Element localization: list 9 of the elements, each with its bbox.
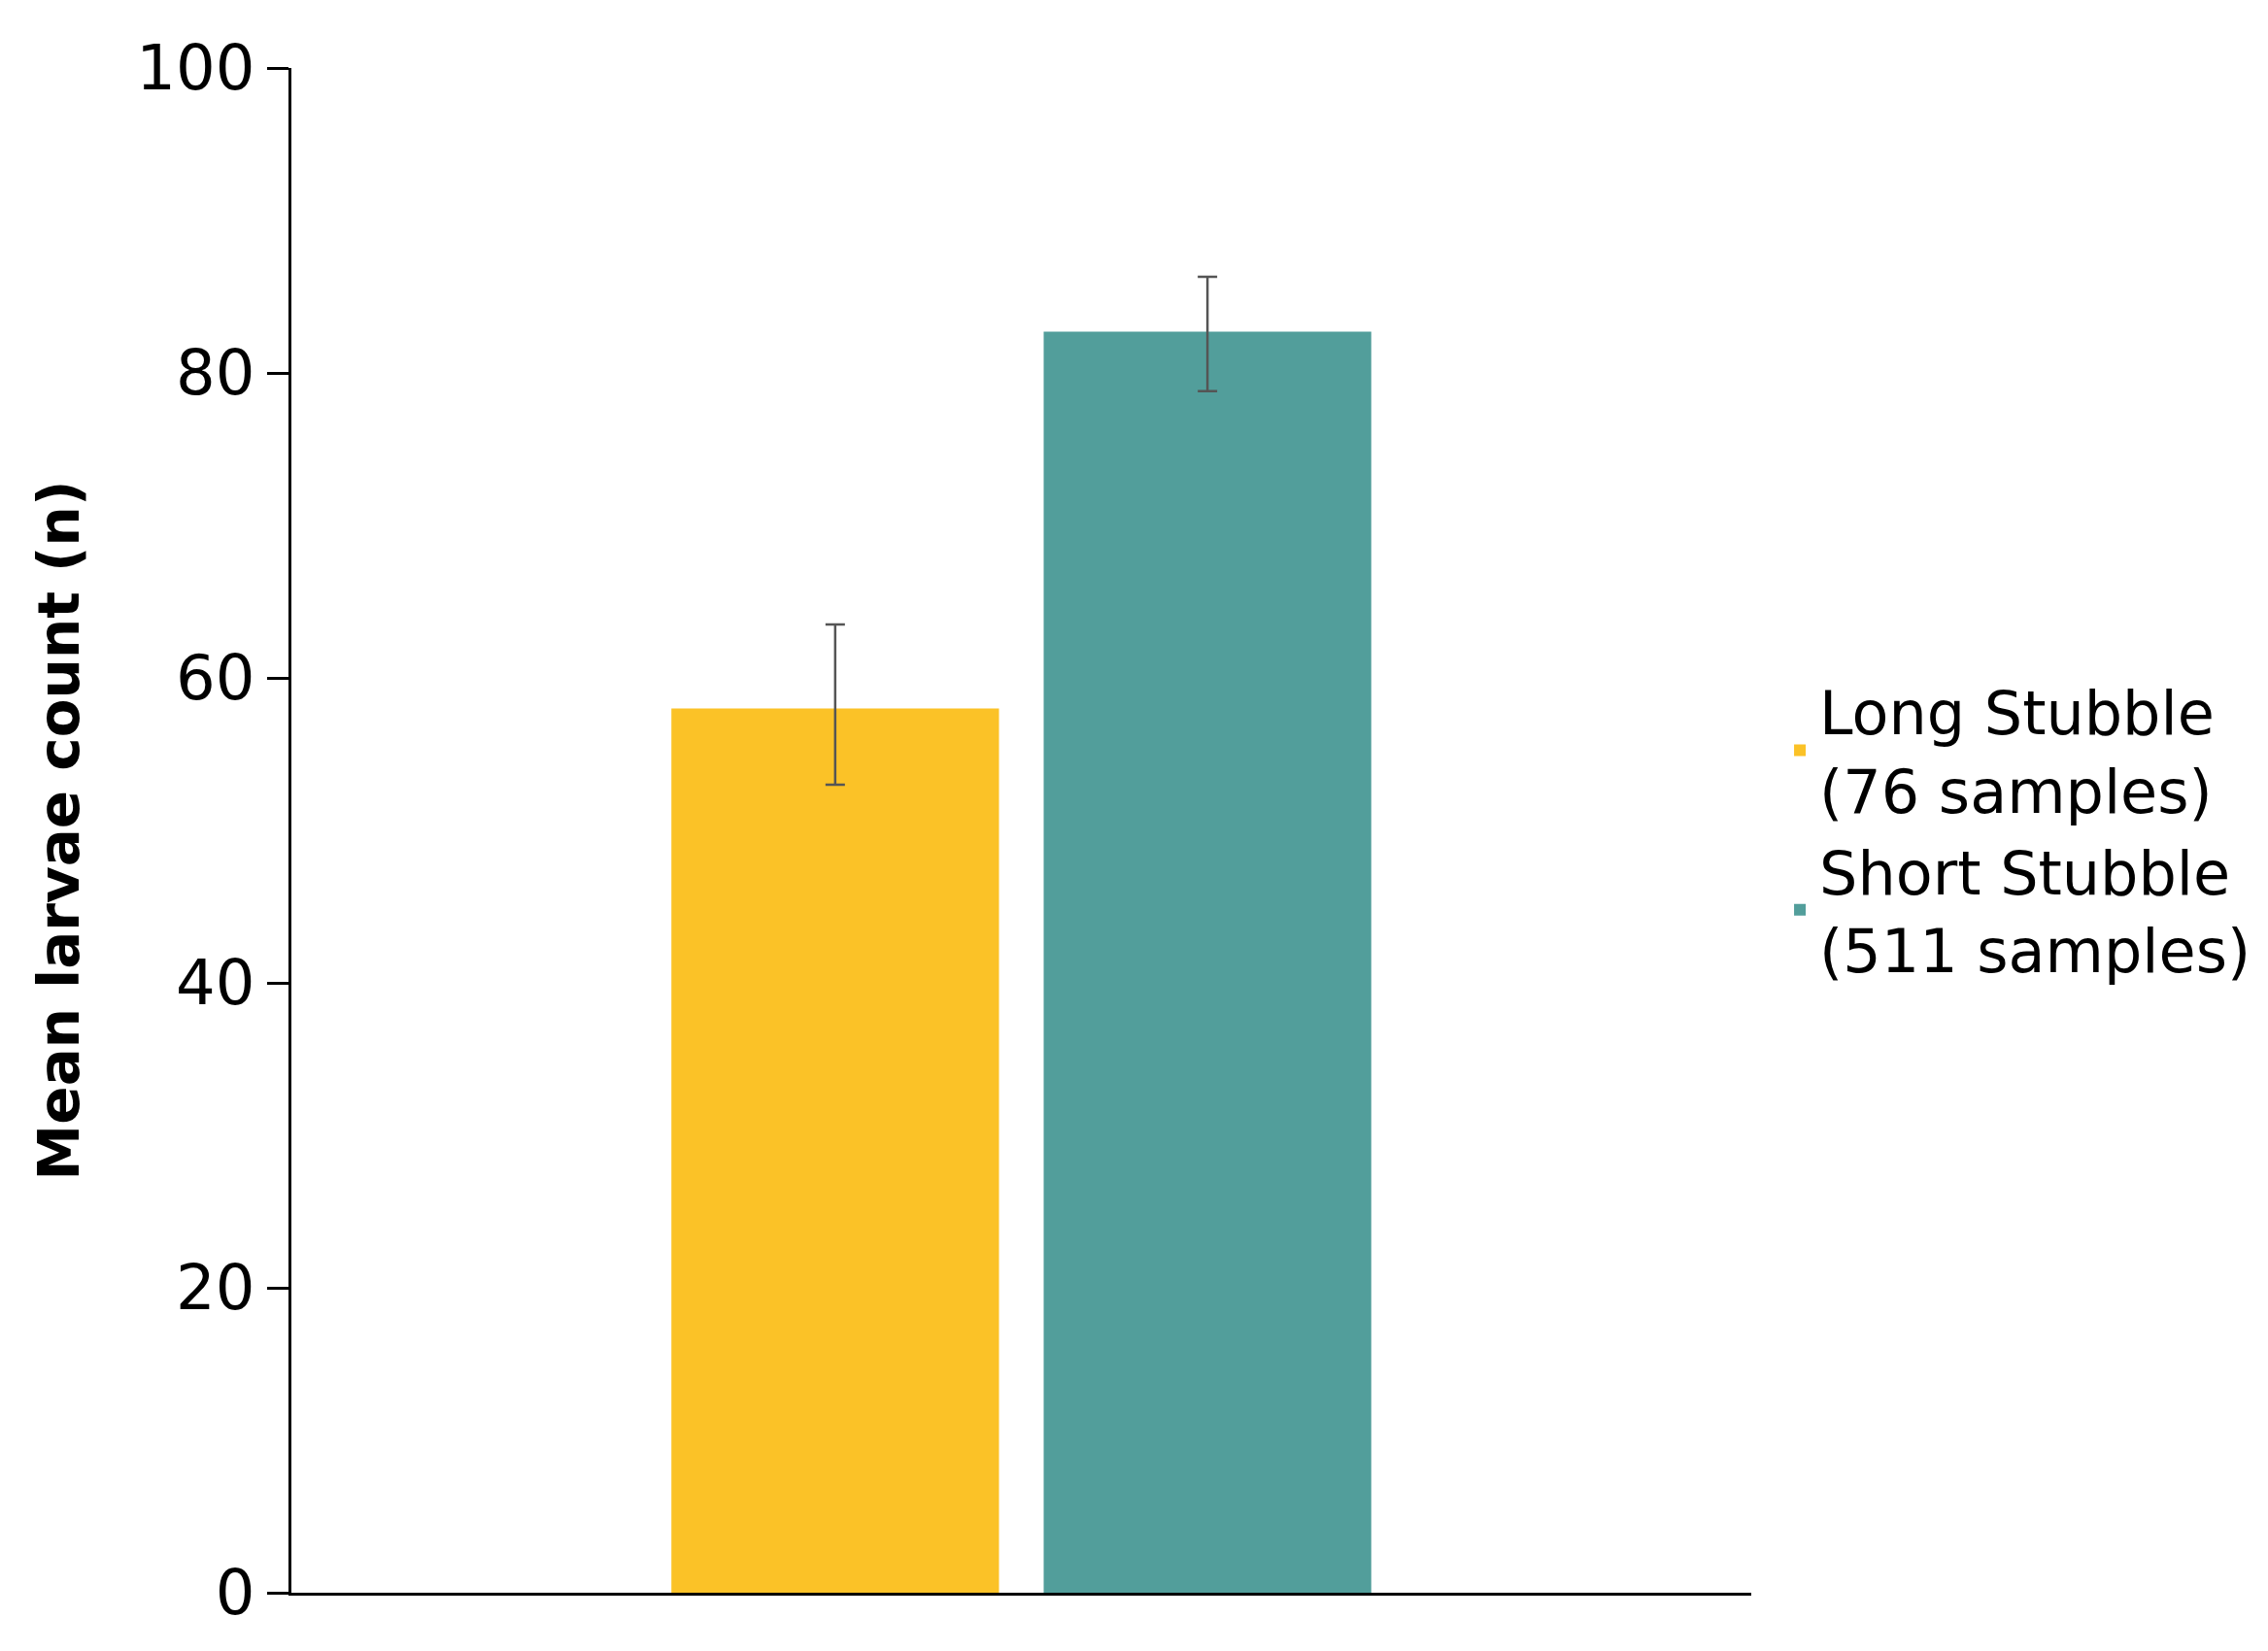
y-tick-label: 60: [176, 642, 255, 715]
y-tick-label: 20: [176, 1252, 255, 1325]
y-tick-label: 100: [136, 32, 255, 105]
y-tick-label: 40: [176, 947, 255, 1020]
y-axis-title: Mean larvae count (n): [26, 480, 93, 1181]
y-tick-label: 0: [215, 1557, 255, 1630]
legend-label: Short Stubble (511 samples): [1819, 837, 2251, 988]
y-tick-label: 80: [176, 337, 255, 410]
legend-label: Long Stubble (76 samples): [1819, 678, 2215, 828]
